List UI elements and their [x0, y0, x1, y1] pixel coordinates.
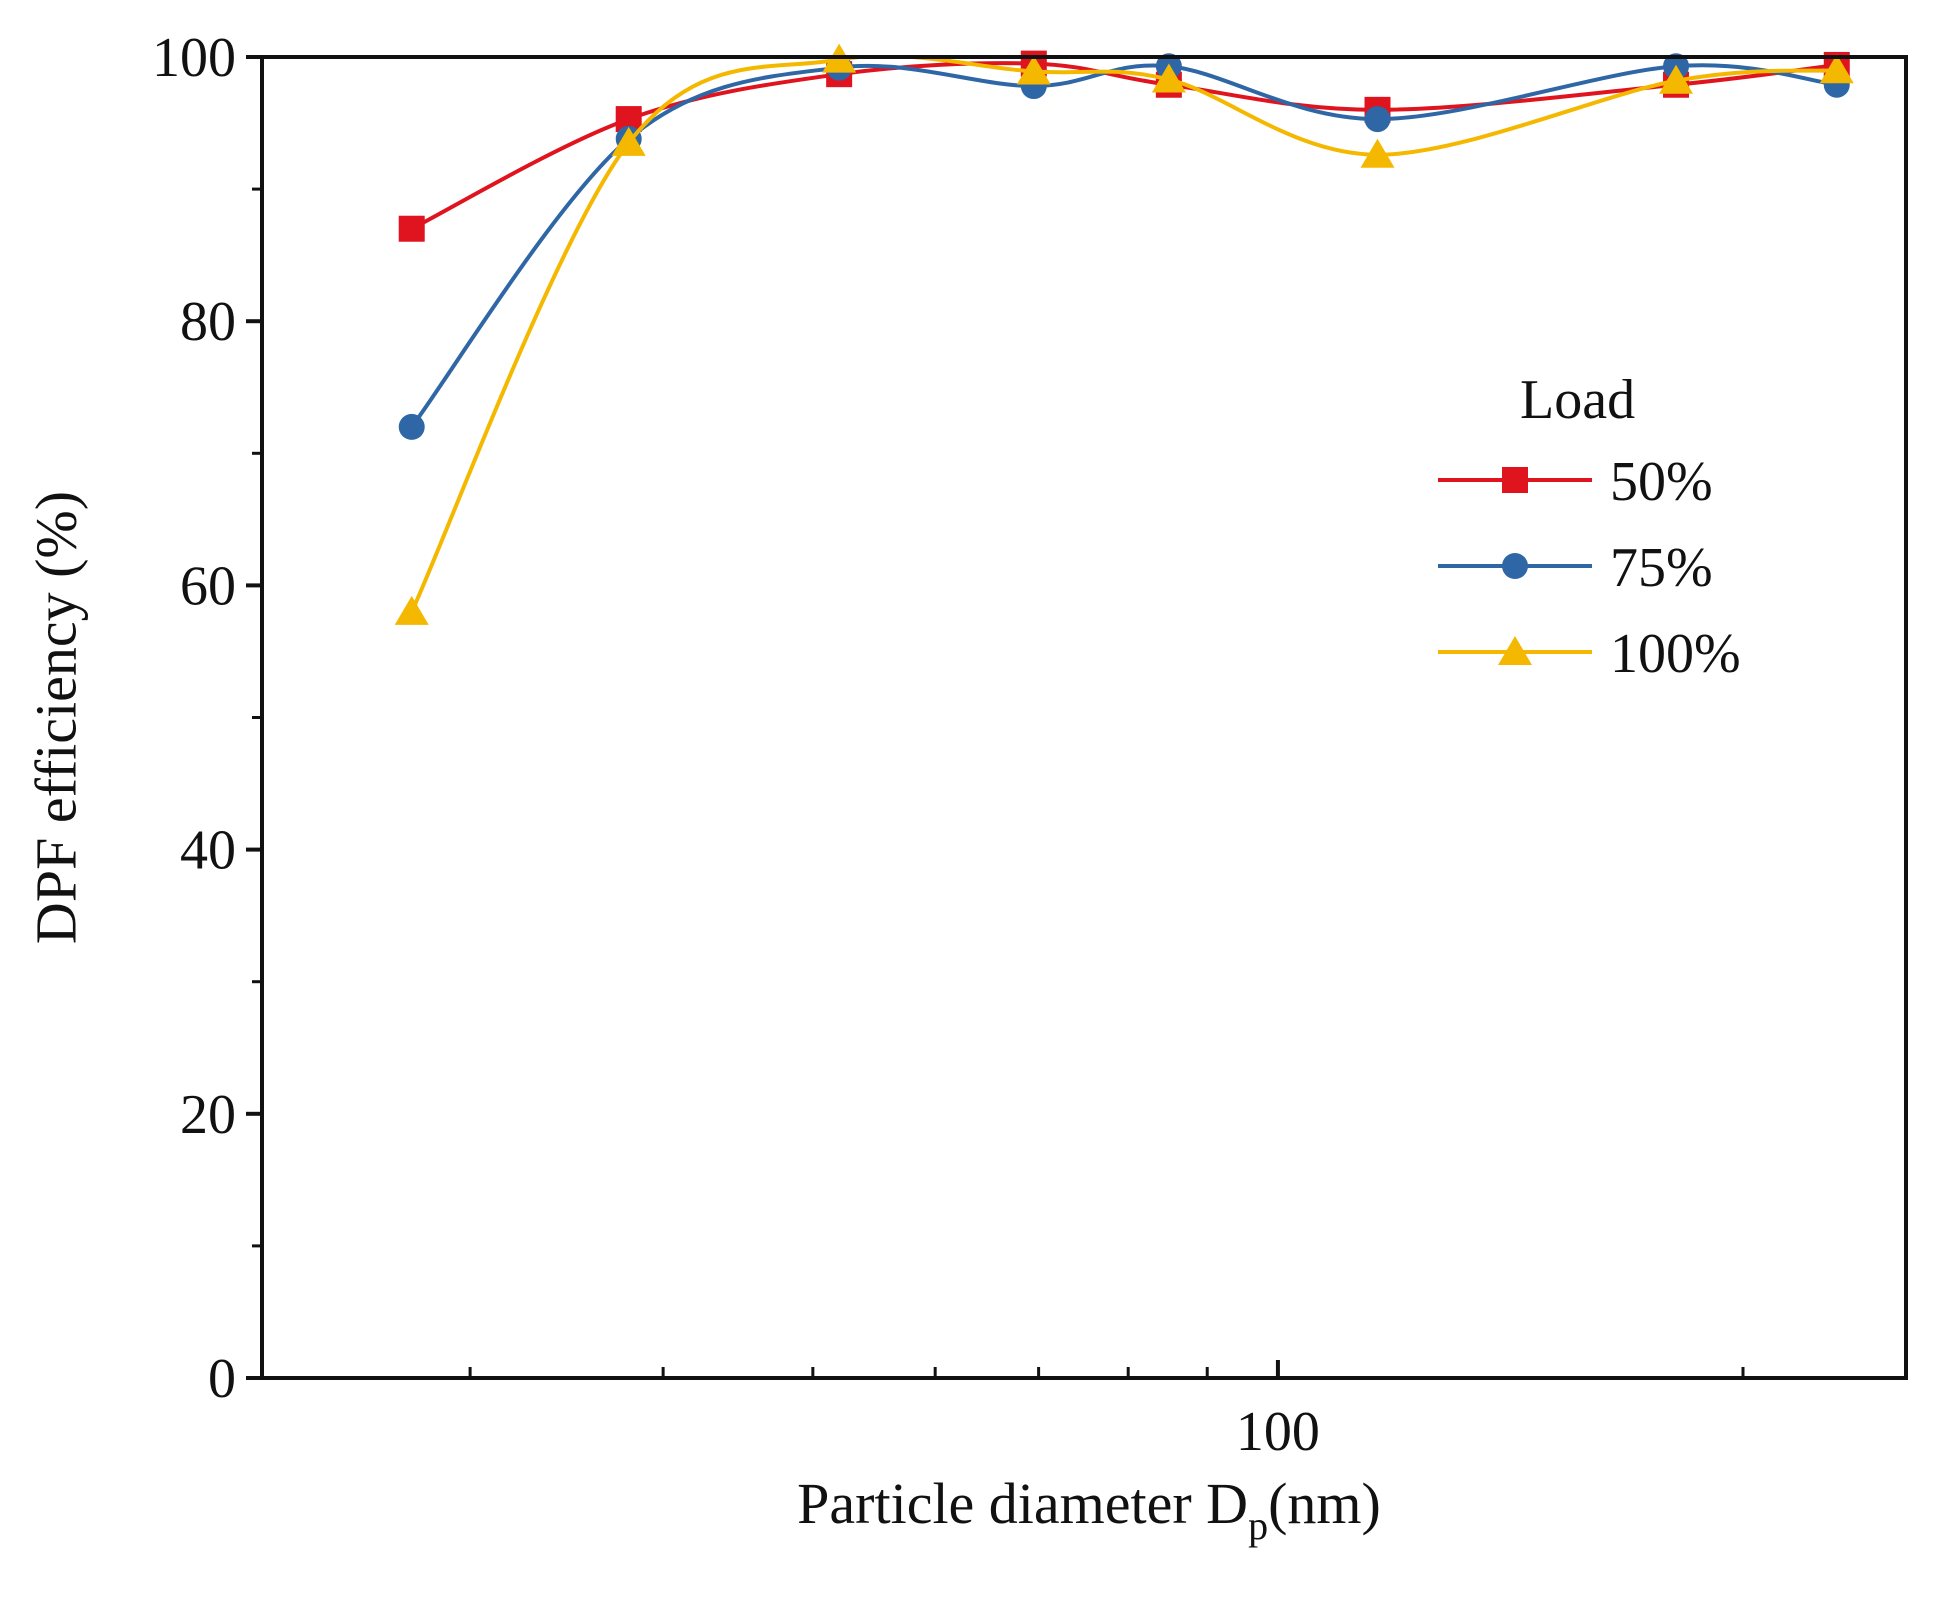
- legend-label: 75%: [1610, 537, 1713, 599]
- x-axis-title-unit: (nm): [1268, 1471, 1381, 1536]
- data-point: [1151, 63, 1186, 93]
- y-axis-title: DPF efficiency (%): [23, 491, 88, 944]
- x-tick-label: 100: [1236, 1401, 1320, 1463]
- series-50%: [398, 50, 1850, 242]
- y-tick-label: 60: [180, 555, 236, 617]
- y-tick-label: 100: [152, 27, 236, 89]
- data-point: [394, 595, 429, 625]
- data-point: [1364, 106, 1391, 133]
- y-tick-label: 0: [208, 1348, 236, 1410]
- data-point: [398, 215, 425, 242]
- y-tick-label: 80: [180, 291, 236, 353]
- series-100%: [394, 43, 1854, 625]
- x-axis-title: Particle diameter Dp(nm): [797, 1471, 1381, 1548]
- plot-frame: [260, 55, 1908, 1380]
- y-tick-label: 40: [180, 820, 236, 882]
- data-point: [1819, 54, 1854, 84]
- axis-ticks: 0 20 40 60 80 100 100: [152, 27, 1745, 1463]
- legend-marker: [1502, 467, 1528, 493]
- plot-area: [394, 43, 1854, 625]
- data-point: [1016, 55, 1051, 85]
- data-point: [1659, 64, 1694, 94]
- legend-label: 50%: [1610, 451, 1713, 513]
- data-point: [611, 126, 646, 156]
- legend-marker: [1498, 636, 1532, 665]
- data-point: [1360, 138, 1395, 168]
- x-axis-title-subscript: p: [1248, 1503, 1268, 1548]
- series-line: [409, 57, 1837, 613]
- y-tick-label: 20: [180, 1084, 236, 1146]
- x-axis-title-main: Particle diameter D: [797, 1471, 1248, 1536]
- legend: Load 50% 75% 100%: [1438, 369, 1741, 685]
- data-point: [398, 413, 425, 440]
- legend-title: Load: [1520, 369, 1635, 431]
- legend-marker: [1502, 553, 1528, 579]
- legend-label: 100%: [1610, 623, 1741, 685]
